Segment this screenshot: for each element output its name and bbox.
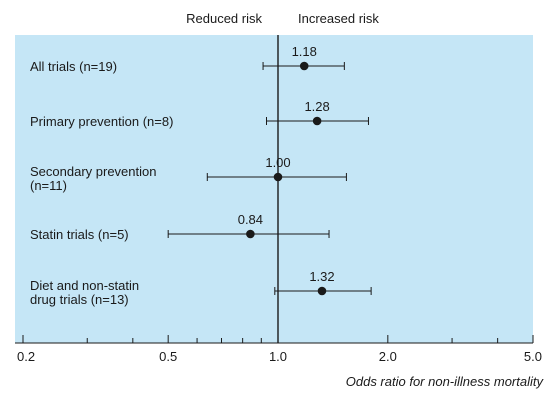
- estimate-label: 1.28: [304, 99, 329, 114]
- point-estimate: [318, 287, 327, 296]
- x-axis-label: Odds ratio for non-illness mortality: [346, 374, 545, 389]
- row-label: drug trials (n=13): [30, 292, 129, 307]
- row-label: Diet and non-statin: [30, 278, 139, 293]
- estimate-label: 1.00: [265, 155, 290, 170]
- increased-risk-header: Increased risk: [298, 11, 379, 26]
- point-estimate: [313, 117, 322, 126]
- x-tick-label: 5.0: [524, 349, 542, 364]
- point-estimate: [246, 230, 255, 239]
- x-tick-label: 1.0: [269, 349, 287, 364]
- x-tick-label: 0.2: [17, 349, 35, 364]
- estimate-label: 1.18: [292, 44, 317, 59]
- point-estimate: [274, 173, 283, 182]
- reduced-risk-header: Reduced risk: [186, 11, 262, 26]
- x-tick-label: 2.0: [379, 349, 397, 364]
- row-label: (n=11): [30, 178, 67, 193]
- row-label: Secondary prevention: [30, 164, 156, 179]
- estimate-label: 1.32: [309, 269, 334, 284]
- row-label: All trials (n=19): [30, 59, 117, 74]
- point-estimate: [300, 62, 309, 71]
- x-tick-label: 0.5: [159, 349, 177, 364]
- estimate-label: 0.84: [238, 212, 263, 227]
- row-label: Statin trials (n=5): [30, 227, 129, 242]
- row-label: Primary prevention (n=8): [30, 114, 173, 129]
